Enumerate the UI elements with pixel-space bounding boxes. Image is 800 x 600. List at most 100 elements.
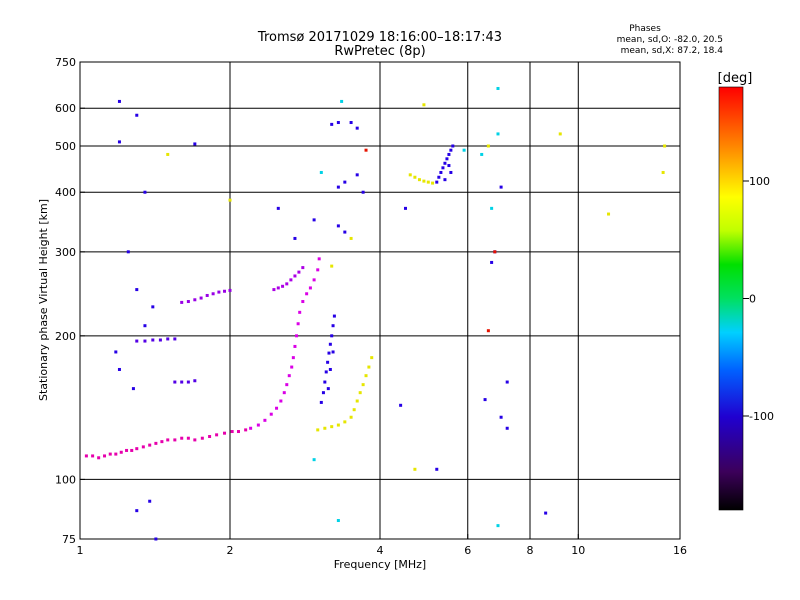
data-point	[462, 148, 466, 152]
data-point	[208, 435, 212, 439]
data-series	[135, 337, 177, 343]
data-point	[349, 236, 353, 240]
data-point	[435, 180, 439, 184]
data-series	[319, 314, 336, 404]
data-point	[447, 152, 451, 156]
x-tick-label: 16	[673, 544, 687, 557]
data-point	[544, 511, 548, 515]
data-point	[276, 206, 280, 210]
data-point	[215, 433, 219, 437]
data-point	[449, 170, 453, 174]
data-point	[443, 161, 447, 165]
data-point	[108, 452, 112, 456]
colorbar-ticks: 100 0 -100	[743, 175, 774, 423]
data-point	[186, 436, 190, 440]
data-point	[186, 380, 190, 384]
data-point	[301, 266, 305, 270]
data-point	[486, 329, 490, 333]
data-point	[269, 412, 273, 416]
data-point	[228, 198, 232, 202]
data-point	[276, 286, 280, 290]
data-point	[496, 132, 500, 136]
data-point	[336, 185, 340, 189]
data-point	[305, 292, 309, 296]
data-point	[490, 206, 494, 210]
data-point	[289, 278, 293, 282]
x-tick-label: 4	[377, 544, 384, 557]
data-point	[154, 537, 158, 541]
data-point	[317, 257, 321, 261]
data-point	[340, 99, 344, 103]
data-point	[131, 387, 135, 391]
data-point	[324, 370, 328, 374]
data-point	[166, 337, 170, 341]
data-point	[336, 224, 340, 228]
data-point	[437, 175, 441, 179]
data-point	[84, 454, 88, 458]
data-point	[367, 365, 371, 369]
data-point	[312, 458, 316, 462]
data-point	[499, 185, 503, 189]
data-point	[117, 140, 121, 144]
data-point	[193, 379, 197, 383]
data-point	[200, 436, 204, 440]
data-point	[499, 415, 503, 419]
data-point	[143, 339, 147, 343]
data-point	[480, 152, 484, 156]
data-point	[336, 519, 340, 523]
data-point	[256, 423, 260, 427]
colorbar-tick-label: -100	[749, 410, 774, 423]
data-point	[326, 387, 330, 391]
data-point	[114, 452, 118, 456]
data-point	[244, 428, 248, 432]
data-point	[126, 250, 130, 254]
data-point	[496, 524, 500, 528]
data-point	[135, 509, 139, 513]
data-point	[403, 206, 407, 210]
y-tick-label: 300	[55, 246, 76, 259]
y-tick-label: 75	[62, 533, 76, 546]
data-point	[135, 339, 139, 343]
data-point	[143, 190, 147, 194]
data-point	[173, 380, 177, 384]
data-series	[330, 121, 359, 130]
data-point	[413, 467, 417, 471]
data-point	[186, 300, 190, 304]
y-tick-label: 750	[55, 56, 76, 69]
data-point	[426, 180, 430, 184]
data-point	[236, 430, 240, 434]
data-point	[323, 380, 327, 384]
data-point	[408, 173, 412, 177]
data-point	[293, 236, 297, 240]
y-tick-label: 100	[55, 473, 76, 486]
data-point	[449, 148, 453, 152]
data-point	[279, 399, 283, 403]
data-point	[483, 398, 487, 402]
data-point	[441, 166, 445, 170]
data-point	[223, 431, 227, 435]
x-axis-label: Frequency [MHz]	[334, 558, 426, 571]
data-point	[312, 218, 316, 222]
data-series	[84, 428, 248, 460]
data-point	[135, 113, 139, 117]
data-point	[331, 350, 335, 354]
y-tick-label: 200	[55, 330, 76, 343]
data-point	[151, 305, 155, 309]
data-point	[343, 230, 347, 234]
data-series	[180, 288, 232, 304]
data-series	[272, 266, 305, 292]
data-point	[158, 338, 162, 342]
stats-heading: Phases	[629, 24, 661, 34]
data-point	[263, 418, 267, 422]
data-point	[282, 391, 286, 395]
data-point	[370, 356, 374, 360]
data-point	[228, 288, 232, 292]
data-point	[193, 438, 197, 442]
data-point	[355, 126, 359, 130]
data-point	[330, 264, 334, 268]
data-point	[336, 121, 340, 125]
data-point	[327, 351, 331, 355]
data-points	[84, 86, 667, 541]
y-axis-ticks: 75 100 200 300 400 500 600 750	[55, 56, 85, 546]
